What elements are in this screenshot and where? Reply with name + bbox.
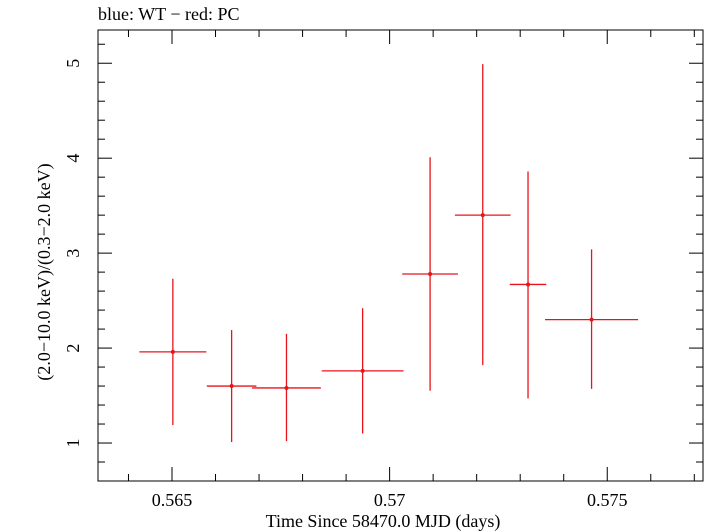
data-marker	[480, 213, 485, 218]
x-tick-label: 0.565	[152, 490, 193, 510]
data-point	[206, 330, 257, 443]
data-point	[454, 64, 511, 366]
plot-frame	[97, 29, 704, 482]
data-marker	[360, 368, 365, 373]
data-point	[321, 308, 404, 434]
y-tick-label: 2	[63, 344, 83, 353]
data-marker	[284, 385, 289, 390]
chart-title: blue: WT − red: PC	[98, 4, 240, 24]
data-marker	[526, 282, 531, 287]
x-axis-label: Time Since 58470.0 MJD (days)	[266, 511, 501, 532]
data-marker	[229, 384, 234, 389]
data-point	[509, 171, 547, 399]
y-tick-label: 3	[63, 249, 83, 258]
data-point	[545, 249, 639, 389]
x-tick-label: 0.575	[587, 490, 628, 510]
y-tick-label: 5	[63, 59, 83, 68]
data-marks	[139, 64, 639, 443]
x-tick-label: 0.57	[374, 490, 406, 510]
data-point	[402, 157, 458, 391]
y-tick-label: 4	[63, 154, 83, 163]
data-marker	[428, 272, 433, 277]
axis-ticks	[98, 30, 703, 482]
y-tick-label: 1	[63, 439, 83, 448]
data-point	[252, 333, 321, 442]
data-marker	[589, 317, 594, 322]
axis-tick-labels: 0.565 0.57 0.575 1 2 3 4 5	[63, 59, 627, 510]
data-marker	[170, 349, 175, 354]
y-axis-label: (2.0−10.0 keV)/(0.3−2.0 keV)	[34, 163, 55, 380]
data-point	[139, 278, 207, 425]
